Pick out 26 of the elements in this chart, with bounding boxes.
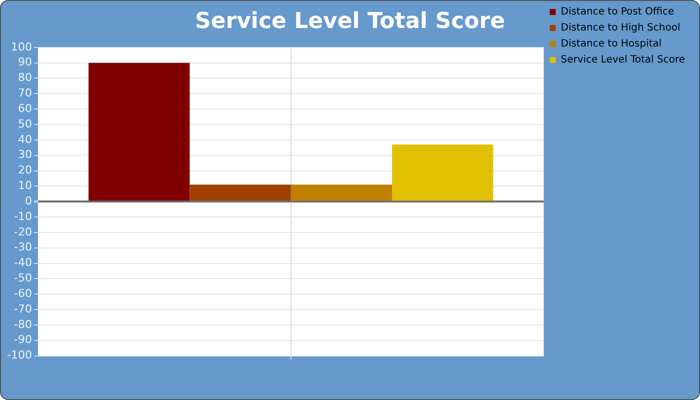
y-tick-label: 60 xyxy=(18,102,32,115)
y-tick-label: -100 xyxy=(6,348,32,362)
y-tick-label: 10 xyxy=(18,179,32,192)
legend-label: Distance to Hospital xyxy=(560,38,662,50)
legend-label: Distance to Post Office xyxy=(560,6,674,18)
y-tick-label: -80 xyxy=(14,318,32,331)
chart-title: Service Level Total Score xyxy=(194,8,506,34)
y-tick-label: -70 xyxy=(14,302,32,316)
y-tick-label: -50 xyxy=(14,272,32,285)
y-tick-label: -40 xyxy=(14,256,32,270)
y-tick-label: -10 xyxy=(14,210,32,223)
y-tick-label: 100 xyxy=(10,40,32,54)
y-tick-label: 30 xyxy=(18,148,32,162)
y-tick-label: 80 xyxy=(18,71,32,84)
y-tick-label: 40 xyxy=(18,132,32,146)
y-tick-label: -90 xyxy=(14,333,32,346)
y-tick-label: -30 xyxy=(14,240,32,254)
legend-label: Distance to High School xyxy=(560,22,680,34)
y-tick-label: 0 xyxy=(24,194,32,208)
y-tick-label: 70 xyxy=(18,86,32,100)
y-tick-label: -60 xyxy=(14,286,32,300)
y-tick-label: 90 xyxy=(18,56,32,69)
y-tick-label: 20 xyxy=(18,164,32,177)
y-tick-label: -20 xyxy=(14,225,32,238)
legend-label: Service Level Total Score xyxy=(560,54,686,66)
y-tick-label: 50 xyxy=(18,117,32,130)
